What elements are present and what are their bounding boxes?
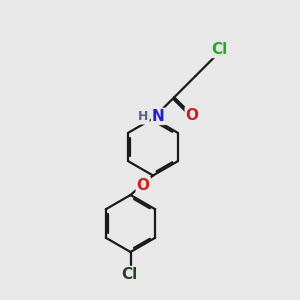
Text: Cl: Cl: [121, 267, 137, 282]
Text: H: H: [138, 110, 148, 124]
Text: O: O: [137, 178, 150, 193]
Text: N: N: [152, 109, 165, 124]
Text: O: O: [186, 108, 199, 123]
Text: Cl: Cl: [212, 42, 228, 57]
